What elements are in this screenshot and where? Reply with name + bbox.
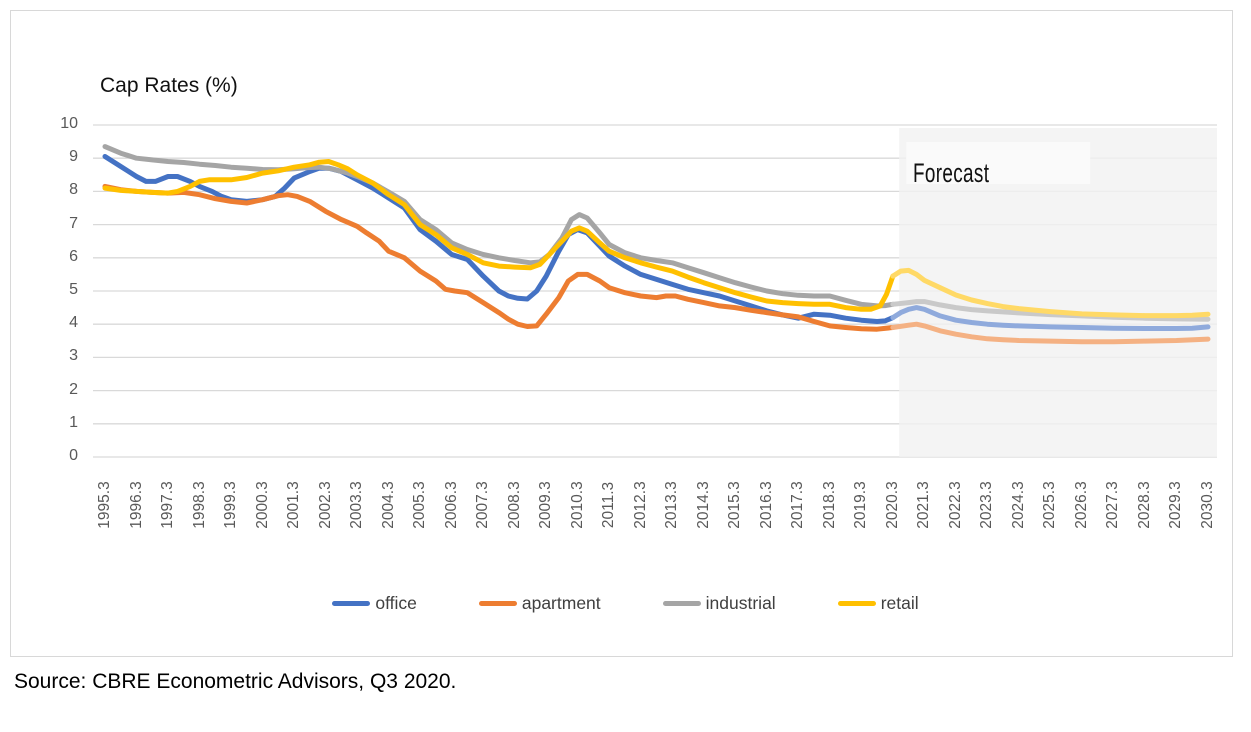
x-tick-label: 2003.3 xyxy=(348,481,366,529)
chart-title: Cap Rates (%) xyxy=(100,74,238,97)
legend-item-industrial: industrial xyxy=(662,593,776,614)
x-tick-label: 2009.3 xyxy=(537,481,555,529)
x-tick-label: 2006.3 xyxy=(442,481,460,529)
x-tick-label: 2021.3 xyxy=(915,481,933,529)
x-tick-label: 2018.3 xyxy=(820,481,838,529)
x-tick-label: 2023.3 xyxy=(978,481,996,529)
x-tick-label: 2002.3 xyxy=(316,481,334,529)
forecast-label: Forecast xyxy=(913,158,990,188)
apartment-line-swatch xyxy=(478,601,517,606)
x-tick-label: 2017.3 xyxy=(789,481,807,529)
x-tick-label: 2028.3 xyxy=(1135,481,1153,529)
legend-item-apartment: apartment xyxy=(478,593,601,614)
x-tick-label: 2013.3 xyxy=(663,481,681,529)
legend-item-office: office xyxy=(332,593,417,614)
x-tick-label: 2010.3 xyxy=(568,481,586,529)
x-tick-label: 2022.3 xyxy=(946,481,964,529)
x-tick-label: 2024.3 xyxy=(1009,481,1027,529)
legend-item-retail: retail xyxy=(837,593,919,614)
source-text: Source: CBRE Econometric Advisors, Q3 20… xyxy=(14,670,457,693)
y-tick-label: 0 xyxy=(69,447,78,464)
x-tick-label: 2004.3 xyxy=(379,481,397,529)
x-tick-label: 2025.3 xyxy=(1041,481,1059,529)
x-tick-label: 2016.3 xyxy=(757,481,775,529)
x-tick-label: 2019.3 xyxy=(852,481,870,529)
x-tick-label: 2014.3 xyxy=(694,481,712,529)
x-tick-label: 1999.3 xyxy=(222,481,240,529)
x-tick-label: 2008.3 xyxy=(505,481,523,529)
x-tick-label: 2005.3 xyxy=(411,481,429,529)
office-line-swatch xyxy=(332,601,371,606)
legend-label-industrial: industrial xyxy=(705,593,776,613)
x-tick-label: 2000.3 xyxy=(253,481,271,529)
y-tick-label: 9 xyxy=(69,148,78,166)
x-tick-label: 1995.3 xyxy=(96,481,113,529)
x-tick-label: 2011.3 xyxy=(600,481,618,529)
x-tick-label: 1996.3 xyxy=(127,481,145,529)
x-tick-label: 2012.3 xyxy=(631,481,649,529)
y-tick-label: 5 xyxy=(69,281,78,298)
x-tick-label: 2001.3 xyxy=(285,481,303,529)
x-tick-label: 1997.3 xyxy=(159,481,177,529)
x-tick-label: 2030.3 xyxy=(1198,481,1216,529)
x-tick-label: 2029.3 xyxy=(1167,481,1185,529)
retail-line-swatch xyxy=(837,601,876,606)
legend-label-retail: retail xyxy=(880,593,919,613)
x-tick-label: 2007.3 xyxy=(474,481,492,529)
y-tick-label: 4 xyxy=(69,314,78,332)
legend-label-office: office xyxy=(375,593,417,613)
industrial-line-swatch xyxy=(662,601,701,606)
x-tick-label: 2020.3 xyxy=(883,481,901,529)
x-tick-label: 2015.3 xyxy=(726,481,744,529)
y-tick-label: 3 xyxy=(69,347,78,365)
y-tick-label: 2 xyxy=(69,380,78,398)
y-tick-label: 1 xyxy=(69,413,78,431)
y-tick-label: 8 xyxy=(69,181,78,199)
y-tick-label: 10 xyxy=(60,115,78,132)
y-tick-label: 6 xyxy=(69,247,78,265)
x-tick-label: 2026.3 xyxy=(1072,481,1090,529)
legend-label-apartment: apartment xyxy=(521,593,601,613)
x-tick-label: 2027.3 xyxy=(1104,481,1122,529)
x-tick-label: 1998.3 xyxy=(190,481,208,529)
chart-legend: office apartment industrial retail xyxy=(0,593,1251,614)
y-tick-label: 7 xyxy=(69,214,78,232)
